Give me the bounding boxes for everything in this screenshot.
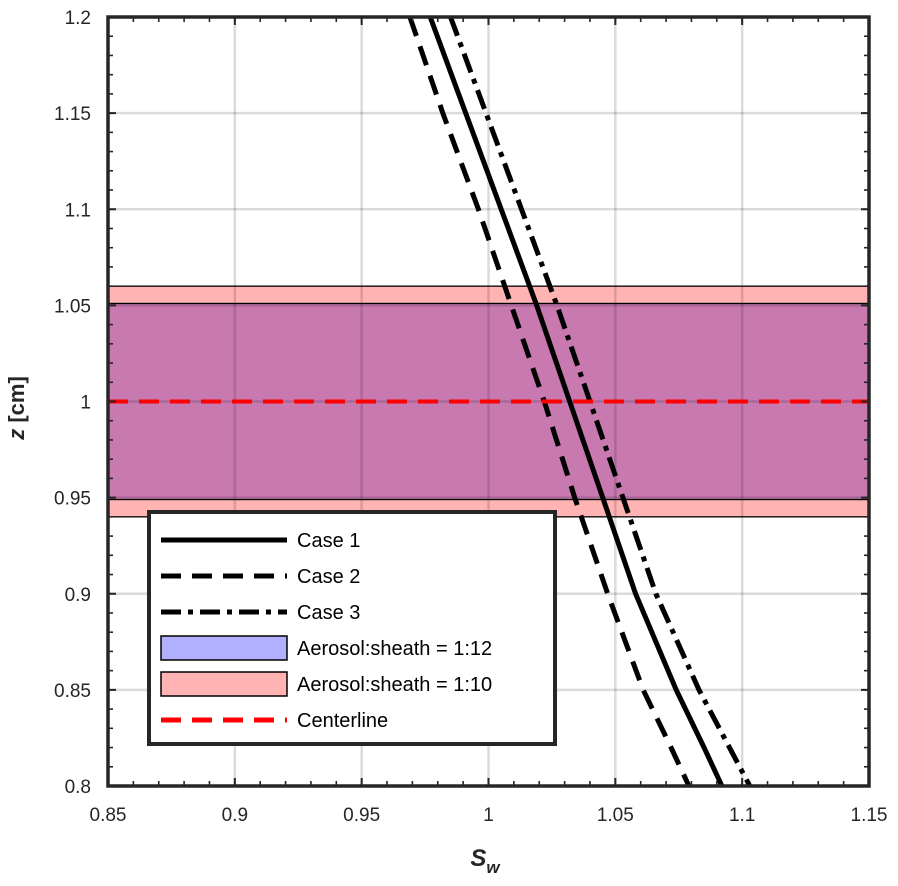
y-tick-label: 0.9	[65, 585, 91, 606]
x-axis-label: Sw	[470, 845, 501, 877]
legend-swatch-aerosol-sheath-1-10	[160, 671, 288, 697]
legend-label-centerline: Centerline	[297, 710, 388, 732]
legend-box	[147, 510, 557, 746]
series-case-3	[448, 16, 753, 788]
y-tick-label: 1.15	[54, 104, 91, 125]
y-tick-label: 1.1	[65, 200, 91, 221]
x-tick-label: 1.05	[597, 805, 634, 826]
x-axis-label-sub: w	[486, 858, 501, 877]
y-tick-label: 0.8	[65, 777, 91, 798]
x-tick-label: 0.9	[222, 805, 248, 826]
x-tick-label: 1.1	[729, 805, 755, 826]
x-tick-label: 1.15	[851, 805, 888, 826]
x-tick-label: 1	[483, 805, 494, 826]
legend-label-aerosol-sheath-1-10: Aerosol:sheath = 1:10	[297, 674, 492, 696]
y-axis-label-main: z	[4, 429, 29, 441]
legend-label-case-3: Case 3	[297, 602, 360, 624]
y-tick-label: 1.05	[54, 296, 91, 317]
x-tick-label: 0.95	[343, 805, 380, 826]
legend-label-aerosol-sheath-1-12: Aerosol:sheath = 1:12	[297, 638, 492, 660]
y-tick-label: 1.2	[65, 8, 91, 29]
x-axis-label-main: S	[470, 845, 486, 872]
series-case-1	[427, 16, 725, 788]
y-axis-label-unit: [cm]	[4, 376, 29, 429]
y-tick-label: 0.85	[54, 681, 91, 702]
y-tick-label: 0.95	[54, 489, 91, 510]
legend-label-case-2: Case 2	[297, 566, 360, 588]
y-tick-label: 1	[80, 393, 91, 414]
x-tick-label: 0.85	[90, 805, 127, 826]
ticklabel-layer: 0.85 0.9 0.95 1 1.05 1.1 1.15 0.8 0.85 0.9 0.95 1 1.…	[54, 8, 887, 826]
axes-layer	[106, 15, 871, 788]
legend-swatch-aerosol-sheath-1-12	[160, 635, 288, 661]
series-case-2	[407, 16, 692, 788]
legend: Case 1 Case 2 Case 3 Aerosol:sheath = 1:12 A…	[147, 510, 557, 746]
legend-label-case-1: Case 1	[297, 530, 360, 552]
series-layer	[108, 16, 869, 788]
y-axis-label: z [cm]	[4, 376, 29, 441]
